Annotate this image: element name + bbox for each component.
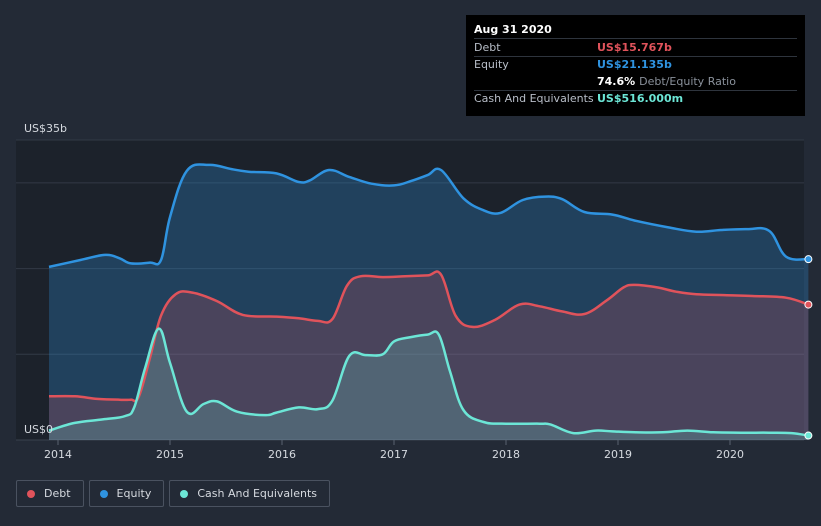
cash-and-equivalents-line: [48, 327, 809, 437]
equity-line: [48, 163, 809, 269]
tooltip-debt-value: US$15.767b: [597, 40, 672, 54]
tooltip-debt-label: Debt: [474, 40, 501, 54]
x-tick-label: 2017: [380, 448, 408, 461]
equity-area: [49, 164, 809, 441]
tooltip-equity-value: US$21.135b: [597, 58, 672, 72]
tooltip-debt-row: Debt US$15.767b: [474, 38, 797, 56]
debt-line: [48, 270, 809, 403]
legend-item-debt[interactable]: Debt: [16, 480, 84, 507]
tooltip-equity-row: Equity US$21.135b: [474, 55, 797, 74]
tooltip-cash-row: Cash And Equivalents US$516.000m: [474, 89, 797, 108]
tooltip-equity-label: Equity: [474, 58, 509, 72]
grid-lines: [16, 139, 804, 441]
x-tick-label: 2014: [44, 448, 72, 461]
series-lines: [48, 163, 809, 437]
debt-legend-dot-icon: [27, 489, 35, 498]
tooltip-ratio-value: 74.6%: [597, 74, 636, 88]
legend-label-equity: Equity: [116, 487, 152, 500]
legend-label-debt: Debt: [44, 487, 71, 500]
tooltip-cash-label: Cash And Equivalents: [474, 92, 594, 106]
x-tick-label: 2018: [492, 448, 520, 461]
x-tick-label: 2019: [604, 448, 632, 461]
debt-end-point: [804, 300, 813, 309]
x-axis-ticks: 2014 2015 2016 2017 2018 2019 2020: [44, 440, 744, 461]
cash-legend-dot-icon: [180, 489, 189, 498]
legend-item-equity[interactable]: Equity: [88, 480, 165, 507]
y-tick-label-min: US$0: [24, 423, 53, 436]
legend: Debt Equity Cash And Equivalents: [16, 480, 335, 507]
x-tick-label: 2016: [268, 448, 296, 461]
x-tick-label: 2020: [716, 448, 744, 461]
tooltip-cash-value: US$516.000m: [597, 92, 684, 106]
legend-label-cash: Cash And Equivalents: [197, 487, 317, 500]
y-tick-label-max: US$35b: [24, 122, 67, 135]
tooltip-ratio-row: 74.6% Debt/Equity Ratio: [474, 73, 797, 90]
legend-item-cash[interactable]: Cash And Equivalents: [169, 480, 330, 507]
tooltip-date: Aug 31 2020: [474, 23, 552, 36]
cash-and-equivalents-end-point: [804, 431, 813, 440]
series-end-markers: [804, 255, 813, 440]
equity-end-point: [804, 255, 813, 264]
tooltip: Aug 31 2020 Debt US$15.767b Equity US$21…: [466, 15, 805, 116]
equity-legend-dot-icon: [99, 489, 108, 498]
x-tick-label: 2015: [156, 448, 184, 461]
tooltip-ratio-label: Debt/Equity Ratio: [639, 74, 736, 88]
